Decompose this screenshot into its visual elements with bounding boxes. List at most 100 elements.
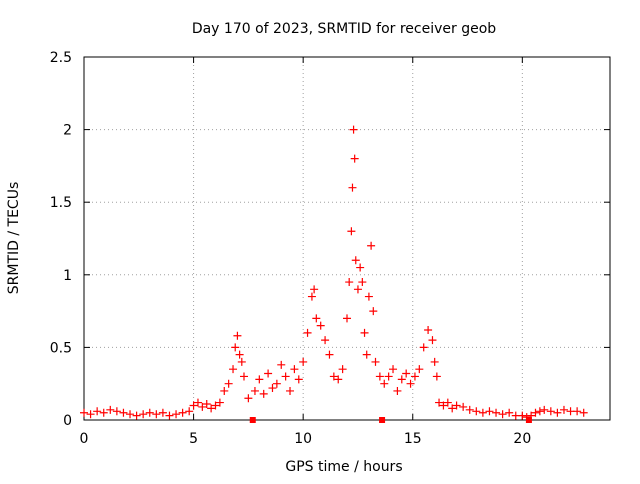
- data-point: [397, 375, 406, 384]
- axis-markers: [249, 417, 532, 423]
- data-point: [233, 331, 242, 340]
- data-point: [224, 379, 233, 388]
- data-point: [198, 402, 207, 411]
- data-point: [485, 407, 494, 416]
- data-point: [393, 386, 402, 395]
- y-tick-label: 0.5: [50, 340, 72, 356]
- data-point: [239, 372, 248, 381]
- data-point: [518, 411, 527, 420]
- data-point: [362, 350, 371, 359]
- data-point: [559, 405, 568, 414]
- data-point: [126, 410, 135, 419]
- data-point: [290, 365, 299, 374]
- y-tick-label: 2.5: [50, 50, 72, 66]
- x-tick-label: 10: [294, 431, 312, 447]
- data-point: [202, 400, 211, 409]
- data-point: [316, 321, 325, 330]
- data-points: [80, 125, 588, 422]
- data-point: [546, 407, 555, 416]
- data-point: [410, 372, 419, 381]
- data-point: [281, 372, 290, 381]
- data-point: [338, 365, 347, 374]
- x-tick-label: 5: [189, 431, 198, 447]
- data-point: [86, 410, 95, 419]
- data-point: [220, 386, 229, 395]
- data-point: [112, 407, 121, 416]
- data-point: [358, 278, 367, 287]
- x-tick-label: 0: [80, 431, 89, 447]
- data-point: [492, 408, 501, 417]
- y-tick-label: 0: [63, 413, 72, 429]
- plot-frame: [83, 56, 611, 421]
- data-point: [158, 408, 167, 417]
- data-point: [329, 372, 338, 381]
- data-point: [531, 408, 540, 417]
- data-point: [215, 398, 224, 407]
- data-point: [353, 285, 362, 294]
- data-point: [207, 404, 216, 413]
- data-point: [448, 404, 457, 413]
- data-point: [343, 314, 351, 323]
- data-point: [389, 365, 398, 374]
- x-axis-label: GPS time / hours: [285, 459, 402, 475]
- data-point: [237, 357, 246, 366]
- data-point: [579, 408, 588, 417]
- data-point: [364, 292, 373, 301]
- grid: [84, 57, 610, 420]
- data-point: [478, 408, 487, 417]
- data-point: [272, 379, 281, 388]
- data-point: [185, 407, 194, 416]
- data-point: [540, 405, 549, 414]
- data-point: [235, 350, 244, 359]
- data-point: [189, 401, 198, 410]
- y-tick-label: 1: [63, 268, 72, 284]
- data-point: [250, 386, 259, 395]
- axis-marker: [525, 417, 532, 423]
- data-point: [93, 407, 102, 416]
- data-point: [371, 357, 380, 366]
- data-point: [505, 408, 514, 417]
- data-point: [310, 285, 319, 294]
- data-point: [259, 389, 268, 398]
- data-point: [152, 410, 161, 419]
- chart-title: Day 170 of 2023, SRMTID for receiver geo…: [192, 21, 496, 37]
- axis-marker: [379, 417, 386, 423]
- data-point: [294, 375, 303, 384]
- data-point: [435, 398, 444, 407]
- data-point: [307, 292, 316, 301]
- data-point: [459, 402, 468, 411]
- data-point: [498, 410, 507, 419]
- data-point: [255, 375, 264, 384]
- data-point: [299, 357, 308, 366]
- data-point: [286, 386, 295, 395]
- data-point: [465, 405, 474, 414]
- data-point: [430, 357, 439, 366]
- data-point: [193, 398, 202, 407]
- data-point: [432, 372, 441, 381]
- data-point: [139, 410, 148, 419]
- data-point: [211, 401, 220, 410]
- data-point: [424, 325, 433, 334]
- data-point: [439, 401, 448, 410]
- data-point: [384, 372, 393, 381]
- data-point: [119, 408, 128, 417]
- data-point: [356, 263, 365, 272]
- data-point: [360, 328, 369, 337]
- data-point: [406, 379, 415, 388]
- data-point: [303, 328, 312, 337]
- x-tick-label: 20: [513, 431, 531, 447]
- ticks: 0 5 10 15 20 0 0.5 1 1.5 2 2.5: [50, 50, 610, 447]
- data-point: [268, 384, 277, 393]
- x-tick-label: 15: [404, 431, 422, 447]
- data-point: [402, 369, 411, 378]
- data-point: [369, 307, 378, 316]
- data-point: [172, 410, 181, 419]
- data-point: [472, 407, 481, 416]
- data-point: [325, 350, 334, 359]
- data-point: [367, 241, 376, 250]
- data-point: [99, 408, 108, 417]
- data-point: [145, 408, 154, 417]
- data-point: [351, 256, 360, 265]
